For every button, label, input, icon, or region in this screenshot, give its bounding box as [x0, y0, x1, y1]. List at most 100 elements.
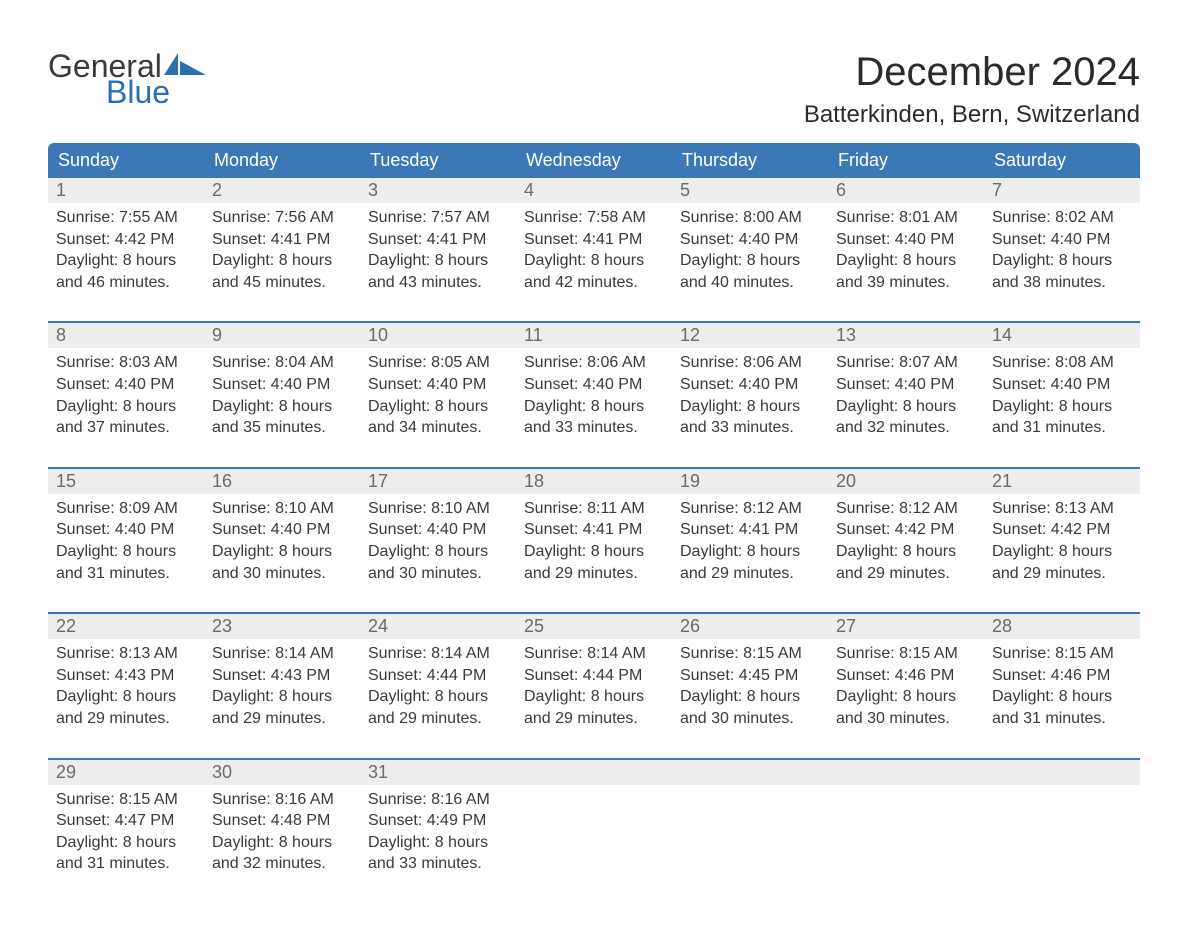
daylight-text: Daylight: 8 hours [212, 250, 352, 272]
calendar-week: 891011121314Sunrise: 8:03 AMSunset: 4:40… [48, 321, 1140, 448]
sunrise-text: Sunrise: 8:06 AM [680, 352, 820, 374]
calendar-cell: Sunrise: 8:01 AMSunset: 4:40 PMDaylight:… [828, 203, 984, 303]
daylight-text: Daylight: 8 hours [680, 396, 820, 418]
day-number: 11 [516, 323, 672, 348]
calendar-cell: Sunrise: 8:10 AMSunset: 4:40 PMDaylight:… [360, 494, 516, 594]
calendar-cell: Sunrise: 7:57 AMSunset: 4:41 PMDaylight:… [360, 203, 516, 303]
sunset-text: Sunset: 4:41 PM [368, 229, 508, 251]
day-number: 19 [672, 469, 828, 494]
daynum-row: 891011121314 [48, 323, 1140, 348]
daylight-text: and 29 minutes. [524, 708, 664, 730]
sunrise-text: Sunrise: 8:01 AM [836, 207, 976, 229]
sunset-text: Sunset: 4:48 PM [212, 810, 352, 832]
daylight-text: and 29 minutes. [56, 708, 196, 730]
sunrise-text: Sunrise: 8:04 AM [212, 352, 352, 374]
calendar-cell: Sunrise: 8:15 AMSunset: 4:47 PMDaylight:… [48, 785, 204, 885]
sunrise-text: Sunrise: 8:13 AM [56, 643, 196, 665]
logo: General Blue [48, 50, 210, 108]
daylight-text: and 29 minutes. [992, 563, 1132, 585]
sunrise-text: Sunrise: 8:15 AM [992, 643, 1132, 665]
sunset-text: Sunset: 4:40 PM [992, 229, 1132, 251]
calendar-cell: Sunrise: 8:08 AMSunset: 4:40 PMDaylight:… [984, 348, 1140, 448]
daylight-text: Daylight: 8 hours [680, 250, 820, 272]
sunset-text: Sunset: 4:41 PM [212, 229, 352, 251]
daylight-text: and 33 minutes. [680, 417, 820, 439]
daynum-row: 15161718192021 [48, 469, 1140, 494]
calendar-cell: Sunrise: 8:03 AMSunset: 4:40 PMDaylight:… [48, 348, 204, 448]
sunset-text: Sunset: 4:46 PM [992, 665, 1132, 687]
day-number: 23 [204, 614, 360, 639]
day-number: 15 [48, 469, 204, 494]
location-subtitle: Batterkinden, Bern, Switzerland [804, 101, 1140, 129]
day-header: Thursday [672, 143, 828, 178]
sunrise-text: Sunrise: 8:06 AM [524, 352, 664, 374]
daylight-text: and 42 minutes. [524, 272, 664, 294]
day-number [984, 760, 1140, 785]
sunrise-text: Sunrise: 8:02 AM [992, 207, 1132, 229]
sunrise-text: Sunrise: 8:03 AM [56, 352, 196, 374]
day-number: 13 [828, 323, 984, 348]
daylight-text: Daylight: 8 hours [56, 396, 196, 418]
sunset-text: Sunset: 4:42 PM [56, 229, 196, 251]
daylight-text: and 29 minutes. [212, 708, 352, 730]
day-number: 22 [48, 614, 204, 639]
calendar-cell: Sunrise: 8:14 AMSunset: 4:44 PMDaylight:… [516, 639, 672, 739]
sunset-text: Sunset: 4:49 PM [368, 810, 508, 832]
calendar-week: 22232425262728Sunrise: 8:13 AMSunset: 4:… [48, 612, 1140, 739]
day-header: Monday [204, 143, 360, 178]
sunrise-text: Sunrise: 8:16 AM [368, 789, 508, 811]
calendar-cell [516, 785, 672, 885]
daylight-text: and 30 minutes. [680, 708, 820, 730]
sunrise-text: Sunrise: 7:56 AM [212, 207, 352, 229]
calendar-cell: Sunrise: 8:12 AMSunset: 4:42 PMDaylight:… [828, 494, 984, 594]
daylight-text: Daylight: 8 hours [524, 250, 664, 272]
day-number: 14 [984, 323, 1140, 348]
sunset-text: Sunset: 4:40 PM [368, 519, 508, 541]
sunset-text: Sunset: 4:40 PM [368, 374, 508, 396]
logo-sail-icon [164, 53, 210, 77]
sunrise-text: Sunrise: 8:11 AM [524, 498, 664, 520]
calendar-cell: Sunrise: 8:15 AMSunset: 4:46 PMDaylight:… [828, 639, 984, 739]
sunrise-text: Sunrise: 7:55 AM [56, 207, 196, 229]
day-number: 2 [204, 178, 360, 203]
calendar-cell: Sunrise: 8:14 AMSunset: 4:44 PMDaylight:… [360, 639, 516, 739]
sunset-text: Sunset: 4:40 PM [212, 374, 352, 396]
day-number: 6 [828, 178, 984, 203]
calendar-cell: Sunrise: 8:10 AMSunset: 4:40 PMDaylight:… [204, 494, 360, 594]
day-number: 28 [984, 614, 1140, 639]
day-number [828, 760, 984, 785]
calendar-cell: Sunrise: 8:00 AMSunset: 4:40 PMDaylight:… [672, 203, 828, 303]
daylight-text: and 30 minutes. [836, 708, 976, 730]
day-number: 29 [48, 760, 204, 785]
calendar-cell: Sunrise: 8:16 AMSunset: 4:49 PMDaylight:… [360, 785, 516, 885]
daylight-text: and 32 minutes. [212, 853, 352, 875]
sunset-text: Sunset: 4:43 PM [212, 665, 352, 687]
sunset-text: Sunset: 4:40 PM [212, 519, 352, 541]
daylight-text: Daylight: 8 hours [56, 832, 196, 854]
logo-word-blue: Blue [106, 76, 210, 108]
sunset-text: Sunset: 4:41 PM [680, 519, 820, 541]
daylight-text: Daylight: 8 hours [212, 686, 352, 708]
calendar-cell: Sunrise: 8:12 AMSunset: 4:41 PMDaylight:… [672, 494, 828, 594]
sunset-text: Sunset: 4:40 PM [680, 229, 820, 251]
calendar-cell: Sunrise: 7:56 AMSunset: 4:41 PMDaylight:… [204, 203, 360, 303]
day-number [672, 760, 828, 785]
title-block: December 2024 Batterkinden, Bern, Switze… [804, 50, 1140, 129]
day-header: Sunday [48, 143, 204, 178]
daylight-text: Daylight: 8 hours [992, 541, 1132, 563]
sunrise-text: Sunrise: 8:00 AM [680, 207, 820, 229]
sunrise-text: Sunrise: 8:10 AM [212, 498, 352, 520]
daylight-text: Daylight: 8 hours [524, 396, 664, 418]
sunrise-text: Sunrise: 8:10 AM [368, 498, 508, 520]
daylight-text: Daylight: 8 hours [56, 686, 196, 708]
calendar-cell: Sunrise: 8:07 AMSunset: 4:40 PMDaylight:… [828, 348, 984, 448]
sunrise-text: Sunrise: 8:15 AM [56, 789, 196, 811]
day-number: 26 [672, 614, 828, 639]
day-number: 1 [48, 178, 204, 203]
sunset-text: Sunset: 4:40 PM [680, 374, 820, 396]
month-title: December 2024 [804, 50, 1140, 95]
sunset-text: Sunset: 4:42 PM [836, 519, 976, 541]
sunrise-text: Sunrise: 8:16 AM [212, 789, 352, 811]
daylight-text: Daylight: 8 hours [56, 541, 196, 563]
daylight-text: Daylight: 8 hours [368, 686, 508, 708]
